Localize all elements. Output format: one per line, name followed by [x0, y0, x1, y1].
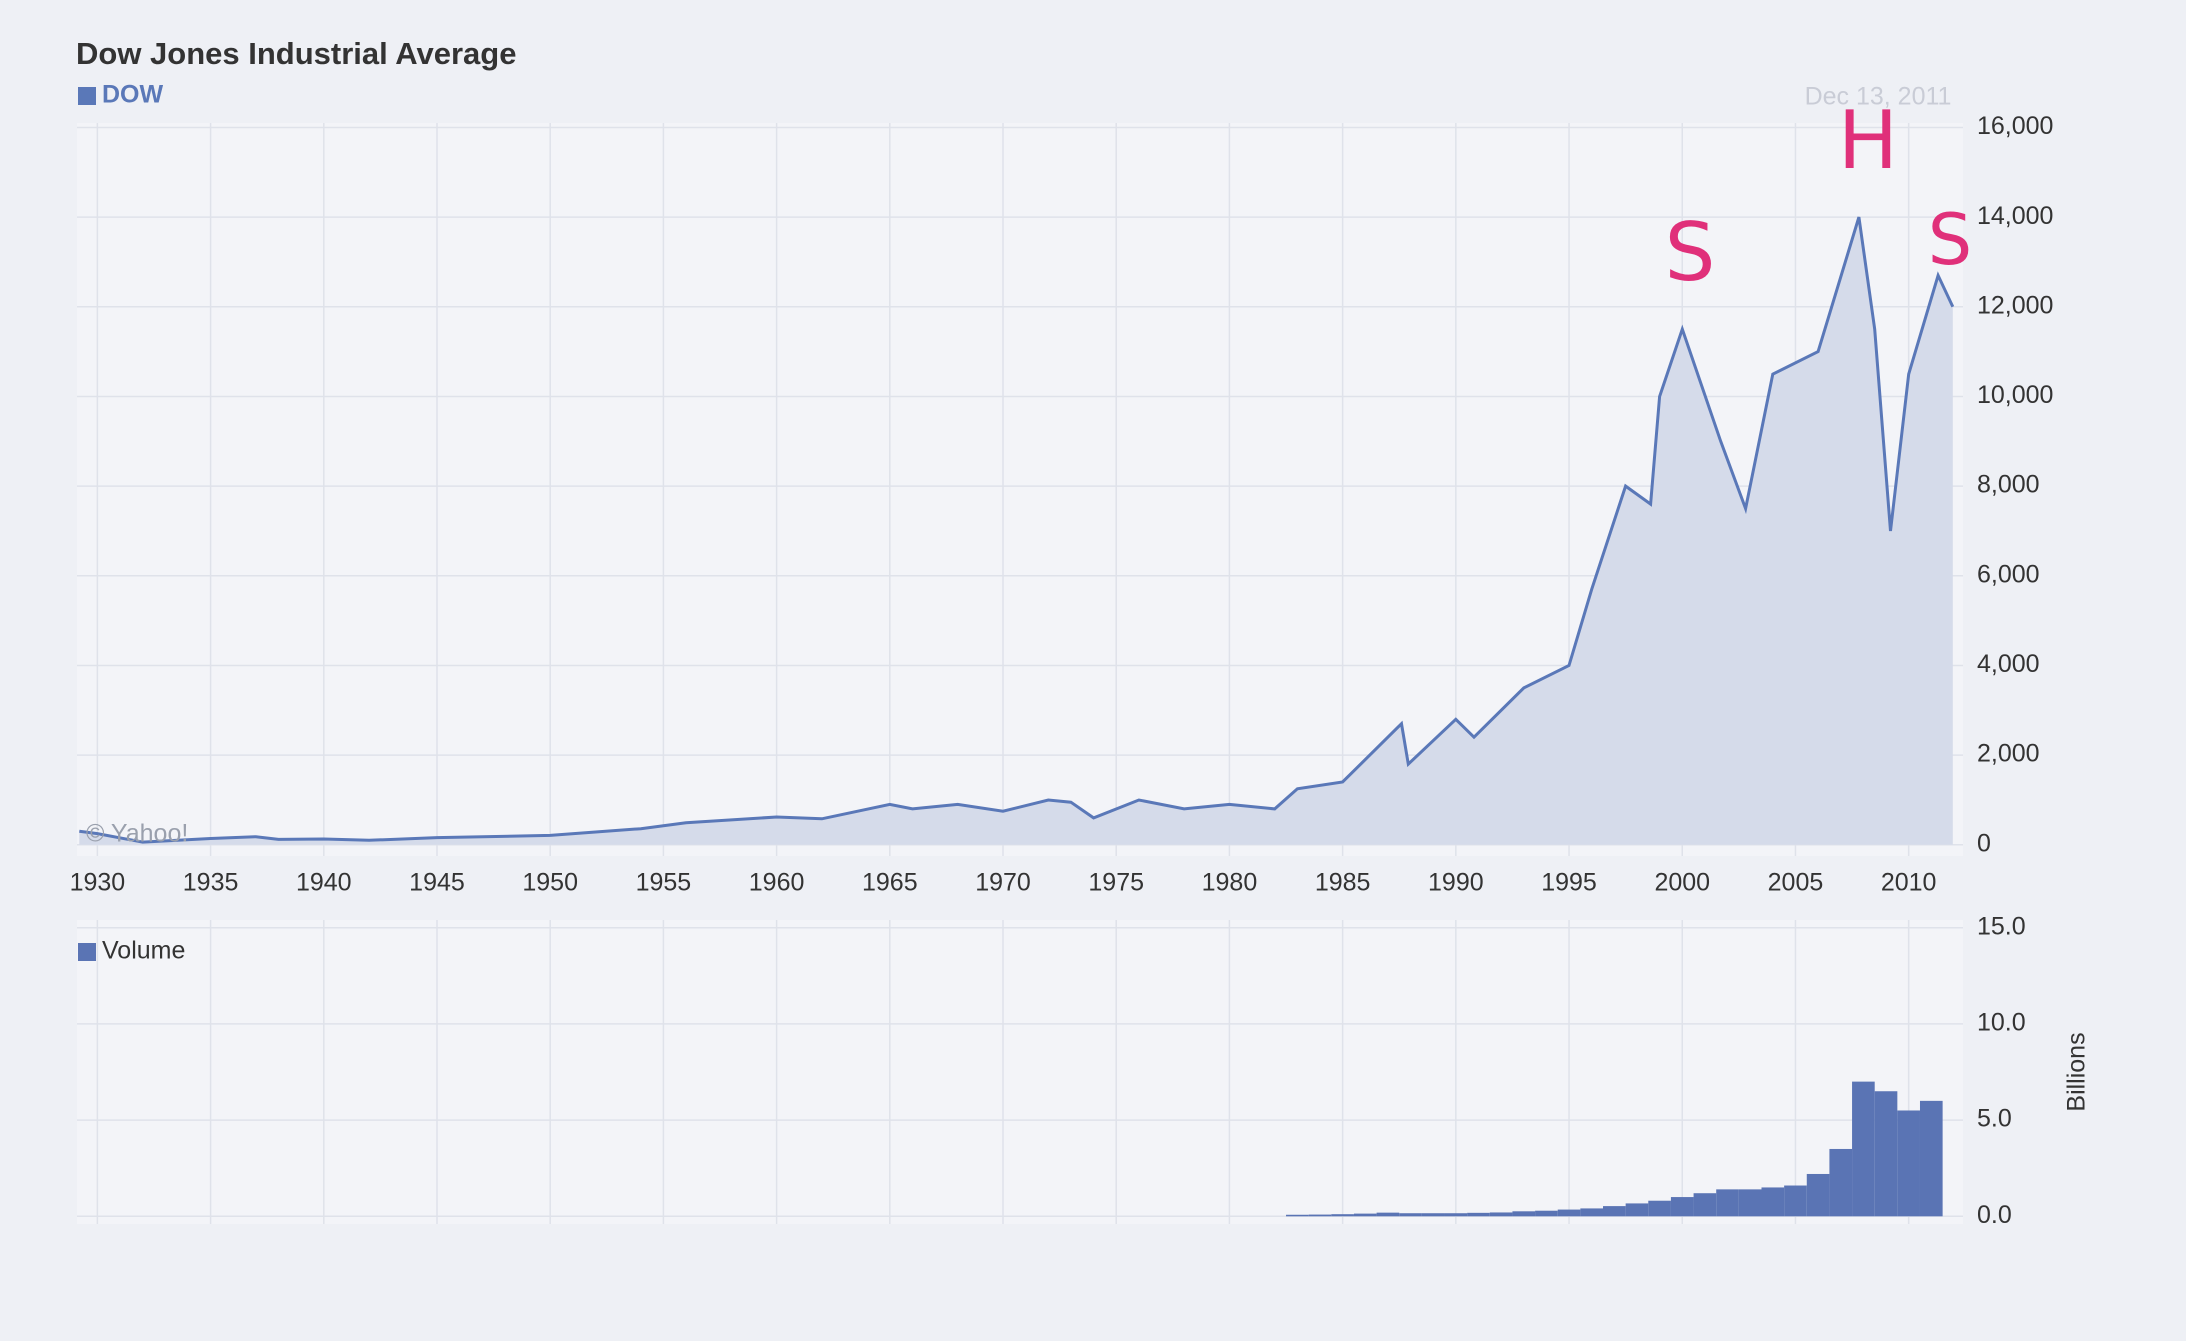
y-tick-label: 0.0	[1977, 1201, 2012, 1229]
bar	[1852, 1081, 1875, 1217]
x-tick-label: 1990	[1428, 869, 1484, 897]
y-tick-label: 12,000	[1977, 291, 2053, 319]
legend-label: DOW	[102, 81, 164, 109]
x-tick-label: 1965	[862, 869, 918, 897]
y-tick-label: 16,000	[1977, 112, 2053, 140]
bar	[1308, 1214, 1332, 1217]
bar	[1535, 1210, 1558, 1217]
bar	[1444, 1213, 1468, 1217]
x-tick-label: 1950	[522, 869, 578, 897]
y-tick-label: 8,000	[1977, 471, 2040, 499]
y-tick-label: 5.0	[1977, 1105, 2012, 1133]
bar	[1648, 1200, 1671, 1217]
bar	[1829, 1148, 1853, 1217]
y-tick-label: 0	[1977, 829, 1991, 857]
x-tick-label: 2010	[1881, 869, 1937, 897]
y-tick-label: 2,000	[1977, 740, 2040, 768]
bar	[1557, 1209, 1581, 1217]
bar	[1467, 1212, 1490, 1217]
chart-title: Dow Jones Industrial Average	[76, 36, 516, 71]
y-tick-label: 15.0	[1977, 912, 2026, 940]
x-tick-label: 1930	[70, 869, 126, 897]
x-tick-label: 2000	[1654, 869, 1710, 897]
x-tick-label: 1935	[183, 869, 239, 897]
y-tick-label: 14,000	[1977, 202, 2053, 230]
plot-area	[77, 920, 1963, 1224]
bar	[1897, 1110, 1920, 1217]
legend-swatch	[78, 87, 96, 105]
bar	[1603, 1206, 1626, 1217]
bar	[1625, 1203, 1649, 1217]
bar	[1353, 1213, 1377, 1217]
bar	[1286, 1214, 1309, 1217]
x-tick-label: 1970	[975, 869, 1031, 897]
x-tick-label: 1940	[296, 869, 352, 897]
x-tick-label: 1985	[1315, 869, 1371, 897]
annotation: H	[1838, 94, 1898, 187]
watermark: © Yahoo!	[86, 820, 188, 848]
date-label: Dec 13, 2011	[1805, 83, 1952, 111]
annotation: S	[1928, 199, 1972, 281]
bar	[1784, 1185, 1807, 1217]
annotation: S	[1665, 206, 1716, 299]
legend-swatch	[78, 943, 96, 961]
bar	[1919, 1100, 1943, 1217]
x-tick-label: 1960	[749, 869, 805, 897]
y-tick-label: 10,000	[1977, 381, 2053, 409]
bar	[1693, 1193, 1717, 1217]
y-tick-label: 10.0	[1977, 1009, 2026, 1037]
x-tick-label: 1945	[409, 869, 465, 897]
x-tick-label: 1955	[636, 869, 692, 897]
bar	[1738, 1189, 1762, 1217]
y-axis-label: Billions	[2063, 1032, 2091, 1111]
bar	[1376, 1212, 1400, 1217]
y-tick-label: 4,000	[1977, 650, 2040, 678]
x-tick-label: 1995	[1541, 869, 1597, 897]
bar	[1580, 1208, 1604, 1217]
y-tick-label: 6,000	[1977, 560, 2040, 588]
bar	[1512, 1211, 1536, 1217]
bar	[1421, 1213, 1445, 1217]
area	[79, 217, 1953, 845]
bar	[1874, 1091, 1898, 1217]
bar	[1716, 1189, 1739, 1217]
x-tick-label: 1980	[1202, 869, 1258, 897]
bar	[1761, 1187, 1785, 1217]
bar	[1489, 1212, 1513, 1217]
legend-label: Volume	[102, 937, 185, 965]
bar	[1399, 1213, 1422, 1217]
x-tick-label: 1975	[1088, 869, 1144, 897]
line	[79, 216, 1955, 844]
bar	[1670, 1197, 1694, 1217]
x-tick-label: 2005	[1768, 869, 1824, 897]
bar	[1331, 1214, 1354, 1217]
bar	[1806, 1173, 1830, 1217]
